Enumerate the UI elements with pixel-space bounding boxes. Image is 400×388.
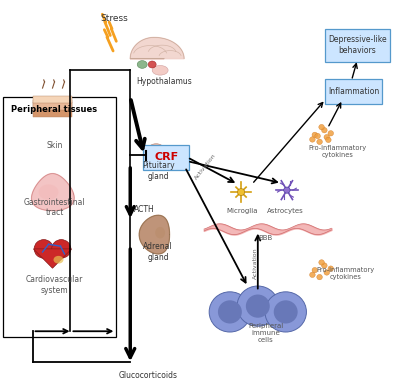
Ellipse shape: [148, 61, 156, 68]
Polygon shape: [33, 249, 72, 268]
Ellipse shape: [137, 61, 147, 68]
Text: BBB: BBB: [259, 236, 273, 241]
Text: ACTH: ACTH: [134, 205, 154, 214]
Circle shape: [324, 135, 330, 140]
Text: Depressive-like
behaviors: Depressive-like behaviors: [328, 35, 387, 55]
Circle shape: [328, 131, 334, 136]
Circle shape: [312, 132, 318, 138]
Text: Activation: Activation: [252, 248, 258, 279]
Ellipse shape: [34, 240, 53, 258]
Circle shape: [265, 292, 306, 332]
Ellipse shape: [148, 144, 164, 155]
Ellipse shape: [54, 256, 64, 263]
Text: Stress: Stress: [100, 14, 128, 23]
FancyBboxPatch shape: [324, 79, 382, 104]
Circle shape: [322, 128, 327, 133]
Circle shape: [324, 270, 330, 275]
Text: Peripheral
immune
cells: Peripheral immune cells: [248, 323, 283, 343]
Ellipse shape: [52, 240, 71, 258]
Text: Peripheral tissues: Peripheral tissues: [11, 105, 97, 114]
Text: CRF: CRF: [154, 152, 178, 162]
Circle shape: [322, 263, 327, 268]
Polygon shape: [139, 215, 170, 254]
Circle shape: [209, 292, 251, 332]
Circle shape: [284, 187, 290, 193]
Text: Gastrointestinal
tract: Gastrointestinal tract: [24, 198, 85, 217]
Bar: [33, 96, 72, 103]
Circle shape: [274, 300, 298, 324]
Text: Cardiovascular
system: Cardiovascular system: [26, 275, 83, 294]
Ellipse shape: [38, 184, 58, 200]
Text: Skin: Skin: [46, 141, 63, 150]
Circle shape: [317, 274, 322, 280]
Circle shape: [312, 267, 318, 273]
Text: Adrenal
gland: Adrenal gland: [143, 242, 173, 262]
Circle shape: [319, 260, 324, 265]
Text: Pituitary
gland: Pituitary gland: [142, 161, 174, 180]
Text: Inflammation: Inflammation: [328, 87, 379, 96]
Polygon shape: [130, 37, 184, 59]
Circle shape: [238, 189, 245, 196]
Text: Pro-inflammatory
cytokines: Pro-inflammatory cytokines: [308, 145, 366, 158]
Circle shape: [317, 139, 322, 144]
Polygon shape: [32, 173, 74, 211]
FancyBboxPatch shape: [143, 145, 189, 170]
Bar: [33, 100, 72, 110]
Text: Activation: Activation: [194, 153, 217, 181]
Circle shape: [319, 125, 324, 130]
Text: Microglia: Microglia: [226, 208, 258, 215]
Circle shape: [310, 137, 315, 142]
Circle shape: [315, 133, 320, 139]
Ellipse shape: [152, 66, 168, 75]
FancyBboxPatch shape: [324, 29, 390, 62]
Ellipse shape: [158, 153, 166, 161]
Circle shape: [218, 300, 242, 324]
Text: Pro-inflammatory
cytokines: Pro-inflammatory cytokines: [316, 267, 374, 280]
Text: Glucocorticoids: Glucocorticoids: [119, 371, 178, 380]
Circle shape: [237, 286, 278, 326]
Circle shape: [328, 266, 334, 271]
Circle shape: [246, 294, 270, 318]
Ellipse shape: [155, 227, 165, 239]
Bar: [33, 102, 72, 117]
Circle shape: [326, 137, 331, 142]
Bar: [3, 97, 116, 337]
Text: Hypothalamus: Hypothalamus: [136, 77, 192, 87]
Text: Astrocytes: Astrocytes: [267, 208, 304, 215]
Circle shape: [310, 272, 315, 277]
